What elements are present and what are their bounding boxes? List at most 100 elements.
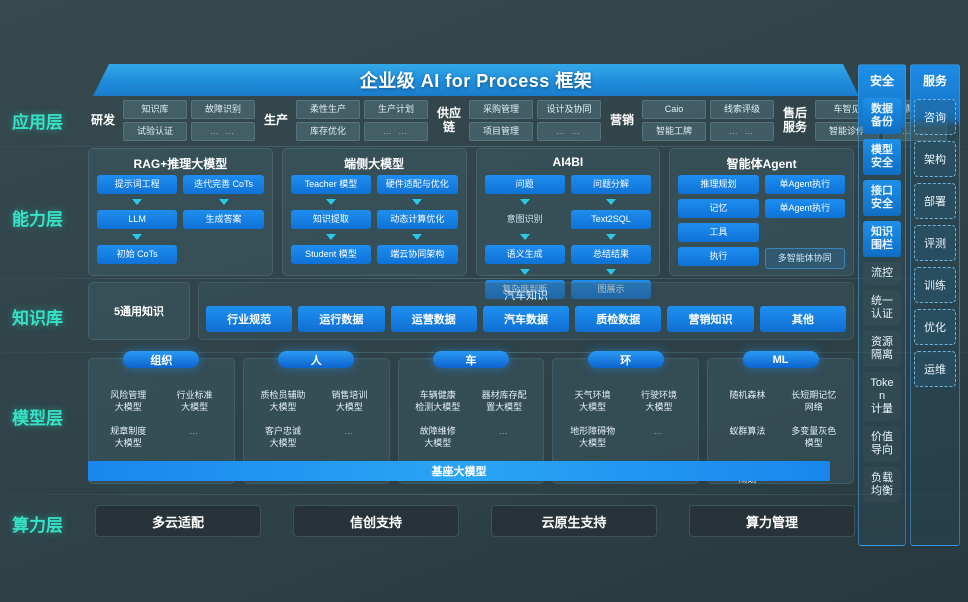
application-chip[interactable]: … … <box>537 121 601 141</box>
service-item[interactable]: 部署 <box>914 183 956 219</box>
capability-card[interactable]: RAG+推理大模型 提示词工程 LLM 初始 CoTs 迭代完善 CoTs 生成答案 <box>88 148 273 276</box>
capability-node[interactable]: 知识提取 <box>290 210 372 229</box>
application-chip[interactable]: 试验认证 <box>123 121 187 141</box>
security-item[interactable]: 模型 安全 <box>863 139 901 175</box>
capability-node[interactable]: 迭代完善 CoTs <box>183 175 264 194</box>
application-group[interactable]: 生产 柔性生产 库存优化 生产计划… … <box>261 96 428 144</box>
application-chip[interactable]: 采购管理 <box>469 99 533 119</box>
compute-button[interactable]: 信创支持 <box>293 505 459 537</box>
knowledge-chip[interactable]: 运行数据 <box>298 306 385 332</box>
application-chip[interactable]: 项目管理 <box>469 121 533 141</box>
model-item-grid: 风险管理 大模型 行业标准 大模型规章制度 大模型 … <box>89 379 234 455</box>
model-item[interactable]: … <box>343 426 355 436</box>
knowledge-chip[interactable]: 汽车数据 <box>482 306 570 332</box>
application-group[interactable]: 供应链采购管理 项目管理 设计及协同… … <box>434 96 601 144</box>
security-item[interactable]: 价值 导向 <box>863 426 901 462</box>
capability-node[interactable]: 提示词工程 <box>97 175 178 194</box>
capability-node[interactable]: 生成答案 <box>183 210 264 229</box>
capability-node[interactable]: 单Agent执行 <box>764 175 845 194</box>
model-item[interactable]: … <box>498 426 510 436</box>
application-chip[interactable]: … … <box>364 121 428 141</box>
capability-node[interactable]: 复杂度判断 <box>484 280 565 299</box>
capability-node[interactable]: 问题 <box>484 175 565 194</box>
model-item[interactable]: 故障维修 大模型 <box>419 426 456 448</box>
compute-button[interactable]: 算力管理 <box>689 505 855 537</box>
application-chip[interactable]: 设计及协同 <box>537 99 601 119</box>
capability-node[interactable]: 总结结果 <box>570 245 652 264</box>
application-chip[interactable]: Caio <box>642 99 706 119</box>
model-item[interactable]: 客户忠诚 大模型 <box>264 426 301 448</box>
capability-node[interactable]: 语义生成 <box>484 245 565 264</box>
service-item[interactable]: 训练 <box>914 267 956 303</box>
capability-node[interactable]: Teacher 模型 <box>290 175 372 194</box>
capability-card[interactable]: 端侧大模型 Teacher 模型 知识提取 Student 模型 硬件适配与优化 动态计算… <box>281 148 467 276</box>
compute-button[interactable]: 多云适配 <box>95 505 261 537</box>
security-item[interactable]: 统一 认证 <box>863 290 901 326</box>
capability-node[interactable]: 动态计算优化 <box>377 210 458 229</box>
model-item[interactable]: 蚁群算法 <box>729 426 766 436</box>
service-item[interactable]: 架构 <box>914 141 956 177</box>
application-chip[interactable]: 柔性生产 <box>296 99 360 119</box>
application-chip[interactable]: … … <box>191 121 255 141</box>
model-item[interactable]: … <box>653 426 665 436</box>
model-item[interactable]: 规章制度 大模型 <box>110 426 147 448</box>
application-group[interactable]: 研发 知识库 试验认证 故障识别… … <box>88 96 255 144</box>
capability-node[interactable]: 端云协同架构 <box>377 245 458 264</box>
capability-node[interactable]: 单Agent执行 <box>764 199 845 218</box>
model-item[interactable]: 长短期记忆 网络 <box>791 390 837 412</box>
capability-node[interactable]: 记忆 <box>678 199 759 218</box>
model-item[interactable]: 随机森林 <box>729 390 766 400</box>
security-item[interactable]: Toke n 计量 <box>863 372 901 421</box>
knowledge-chip[interactable]: 质检数据 <box>575 306 662 332</box>
model-item[interactable]: 行驶环境 大模型 <box>640 390 677 412</box>
application-chip[interactable]: 库存优化 <box>296 121 360 141</box>
application-chip-column: 设计及协同… … <box>537 99 601 141</box>
security-item[interactable]: 接口 安全 <box>863 180 901 216</box>
model-item[interactable]: 车辆健康 检测大模型 <box>415 390 461 412</box>
compute-button[interactable]: 云原生支持 <box>491 505 657 537</box>
model-item[interactable]: 器材库存配 置大模型 <box>481 390 527 412</box>
service-item[interactable]: 优化 <box>914 309 956 345</box>
application-chip[interactable]: 智能工牌 <box>642 121 706 141</box>
application-chip[interactable]: … … <box>710 121 774 141</box>
application-chip[interactable]: 故障识别 <box>191 99 255 119</box>
capability-node[interactable]: Text2SQL <box>570 210 652 229</box>
capability-node[interactable]: 图展示 <box>570 280 652 299</box>
model-item[interactable]: 质检员辅助 大模型 <box>260 390 306 412</box>
model-item[interactable]: 天气环境 大模型 <box>574 390 611 412</box>
service-item[interactable]: 运维 <box>914 351 956 387</box>
application-group[interactable]: 营销 Caio 智能工牌 线索评级… … <box>607 96 774 144</box>
knowledge-chip[interactable]: 其他 <box>759 306 846 332</box>
knowledge-chip[interactable]: 营销知识 <box>667 306 754 332</box>
capability-node[interactable]: 工具 <box>678 223 759 242</box>
service-item[interactable]: 咨询 <box>914 99 956 135</box>
capability-node[interactable]: 硬件适配与优化 <box>377 175 458 194</box>
capability-node[interactable]: 执行 <box>678 247 759 266</box>
capability-card[interactable]: AI4BI 问题 意图识别 语义生成 复杂度判断 问题分解 Text2SQL 总结结果 图展示 <box>475 148 661 299</box>
security-item[interactable]: 资源 隔离 <box>863 331 901 367</box>
capability-card[interactable]: 智能体Agent 推理规划 记忆 工具 执行 单Agent执行 单Agent执行 多智能体协同 <box>669 148 854 276</box>
model-card[interactable]: 车车辆健康 检测大模型 器材库存配 置大模型 故障维修 大模型… <box>397 351 545 484</box>
model-item[interactable]: 风险管理 大模型 <box>110 390 147 412</box>
service-item[interactable]: 评测 <box>914 225 956 261</box>
capability-node[interactable]: 推理规划 <box>678 175 759 194</box>
capability-node[interactable]: 初始 CoTs <box>97 245 178 264</box>
model-item[interactable]: 地形障碍物 大模型 <box>570 426 616 448</box>
model-item[interactable]: 行业标准 大模型 <box>176 390 213 412</box>
knowledge-chip[interactable]: 运营数据 <box>390 306 477 332</box>
application-chip[interactable]: 线索评级 <box>710 99 774 119</box>
capability-node[interactable]: 意图识别 <box>506 214 543 224</box>
knowledge-chip[interactable]: 行业规范 <box>206 306 293 332</box>
capability-node[interactable]: 问题分解 <box>570 175 652 194</box>
application-chip[interactable]: 知识库 <box>123 99 187 119</box>
model-item[interactable]: 销售培训 大模型 <box>331 390 368 412</box>
application-chip[interactable]: 生产计划 <box>364 99 428 119</box>
security-item[interactable]: 知识 围栏 <box>863 221 901 257</box>
capability-node[interactable]: LLM <box>97 210 178 229</box>
model-item[interactable]: … <box>189 426 201 436</box>
security-item[interactable]: 负载 均衡 <box>863 467 901 503</box>
capability-node[interactable]: Student 模型 <box>290 245 372 264</box>
model-item[interactable]: 多变量灰色 模型 <box>791 426 837 448</box>
security-item[interactable]: 流控 <box>863 262 901 285</box>
security-item[interactable]: 数据 备份 <box>863 98 901 134</box>
